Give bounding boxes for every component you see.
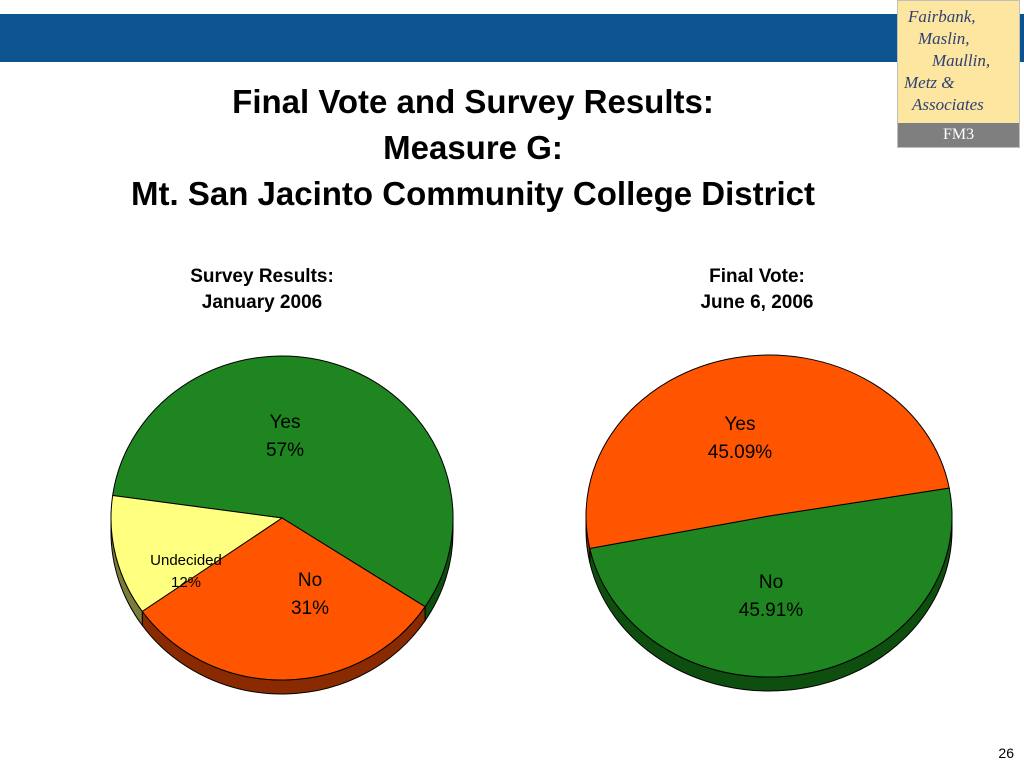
pie-0-label-yes-name: Yes xyxy=(270,412,301,433)
pie-1-slice-yes xyxy=(589,487,953,678)
pie-0-label-no-name: No xyxy=(298,570,322,591)
logo-line-2: Maslin, xyxy=(918,29,970,48)
pie-1-label-no-name: No xyxy=(759,572,783,593)
vote-chart-title: Final Vote: June 6, 2006 xyxy=(607,264,907,316)
logo-line-5: Associates xyxy=(912,95,984,114)
company-logo: Fairbank, Maslin, Maullin, Metz & Associ… xyxy=(897,0,1020,148)
pie-0-slice-no xyxy=(141,517,426,681)
pie-1-label-yes-value: 45.09% xyxy=(708,442,773,463)
survey-chart-title-line-1: Survey Results: xyxy=(190,266,334,287)
pie-0-slice-undecided xyxy=(110,494,284,613)
pie-0-label-undecided-name: Undecided xyxy=(150,552,222,569)
logo-line-3: Maullin, xyxy=(932,51,991,70)
pie-1-label-yes-name: Yes xyxy=(725,414,756,435)
page-number: 26 xyxy=(998,745,1014,761)
page-title-line-2: Measure G: xyxy=(383,129,563,166)
page-title-line-1: Final Vote and Survey Results: xyxy=(232,83,714,120)
survey-chart-title-line-2: January 2006 xyxy=(201,292,323,313)
pie-1-slice-no xyxy=(585,354,950,550)
survey-chart-title: Survey Results: January 2006 xyxy=(112,264,412,316)
pie-0-label-yes-value: 57% xyxy=(266,440,304,461)
pie-0-label-undecided-value: 12% xyxy=(171,574,201,591)
page-title-line-3: Mt. San Jacinto Community College Distri… xyxy=(131,175,815,212)
pie-0-slice-yes xyxy=(112,355,454,608)
vote-chart-title-line-1: Final Vote: xyxy=(709,266,805,287)
vote-chart-title-line-2: June 6, 2006 xyxy=(700,292,814,313)
logo-line-1: Fairbank, xyxy=(908,7,976,26)
logo-line-4: Metz & xyxy=(904,73,955,92)
pie-0-label-no-value: 31% xyxy=(291,598,329,619)
vote-pie-chart: Yes 45.09% No 45.91% xyxy=(585,354,953,692)
logo-band: FM3 xyxy=(898,123,1019,147)
pie-1-label-no-value: 45.91% xyxy=(739,600,804,621)
survey-pie-chart: Yes 57% No 31% Undecided 12% xyxy=(110,355,454,695)
header-bar xyxy=(0,14,1024,62)
